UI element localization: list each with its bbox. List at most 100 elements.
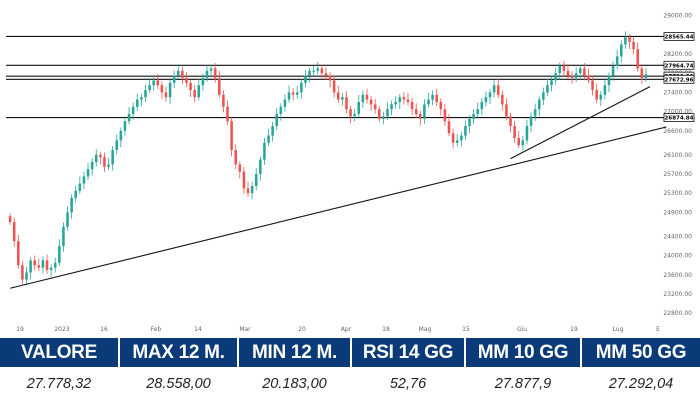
candle-body <box>25 272 28 280</box>
candle-body <box>238 164 242 172</box>
header-rsi-14gg: RSI 14 GG <box>352 338 464 367</box>
candle-body <box>70 198 73 213</box>
candle-body <box>595 90 598 100</box>
time-tick-label: Giu <box>517 326 527 333</box>
value-max-12m: 28.558,00 <box>146 375 211 392</box>
candle-body <box>496 85 500 95</box>
candle-body <box>341 97 344 100</box>
candle-body <box>587 75 590 81</box>
candle-body <box>332 80 336 93</box>
candle-body <box>33 260 36 266</box>
candle-body <box>443 109 447 122</box>
candle-body <box>230 121 233 150</box>
time-tick-label: 16 <box>100 326 108 333</box>
candle-body <box>373 104 377 110</box>
level-label-box <box>663 113 695 123</box>
candle-body <box>160 85 164 93</box>
candle-body <box>250 186 254 194</box>
candle-body <box>123 121 127 131</box>
candle-body <box>320 68 324 74</box>
header-min-12m: MIN 12 M. <box>239 338 350 367</box>
header-mm-10gg: MM 10 GG <box>466 338 580 367</box>
time-tick-label: 2023 <box>54 326 69 333</box>
candle-body <box>271 126 274 136</box>
level-label-box <box>663 32 695 41</box>
candle-body <box>29 260 32 273</box>
candle-body <box>246 188 250 194</box>
candle-body <box>94 154 98 162</box>
candle-body <box>591 80 594 90</box>
candle-body <box>484 97 488 102</box>
candle-body <box>218 78 221 95</box>
candle-body <box>172 75 176 83</box>
candle-body <box>234 150 237 165</box>
candle-body <box>283 99 287 107</box>
time-tick-label: Mag <box>419 326 432 333</box>
candle-body <box>177 70 180 76</box>
candle-body <box>554 73 557 81</box>
candle-body <box>304 75 307 83</box>
candle-body <box>632 42 635 50</box>
candle-body <box>131 106 135 114</box>
candle-body <box>86 169 90 177</box>
candle-body <box>423 104 426 119</box>
candle-body <box>17 241 20 266</box>
candle-body <box>156 80 160 86</box>
candle-body <box>501 94 504 105</box>
stats-table: VALORE MAX 12 M. MIN 12 M. RSI 14 GG MM … <box>0 338 700 400</box>
candle-body <box>119 130 123 141</box>
candle-body <box>628 37 631 42</box>
level-label: 27672.96 <box>665 77 694 83</box>
candle-body <box>414 109 418 114</box>
candle-body <box>447 121 451 134</box>
candle-body <box>603 85 607 95</box>
candle-body <box>99 154 102 158</box>
candle-body <box>640 68 644 78</box>
candle-body <box>324 73 328 76</box>
candle-body <box>53 262 57 268</box>
time-tick-label: Apr <box>341 326 352 333</box>
candle-body <box>21 265 24 280</box>
level-label-box <box>663 74 695 84</box>
price-tick-label: 26600.00 <box>663 128 692 135</box>
candle-body <box>279 106 283 114</box>
price-tick-label: 24900.00 <box>663 209 692 216</box>
trendline <box>510 86 651 160</box>
candle-body <box>49 267 53 270</box>
time-tick-label: 18 <box>382 326 390 333</box>
candle-body <box>66 212 69 227</box>
candle-body <box>369 99 373 105</box>
candle-body <box>476 109 479 114</box>
time-tick-label: 19 <box>16 326 24 333</box>
candle-body <box>353 114 356 117</box>
candle-body <box>152 80 155 86</box>
candle-body <box>12 222 16 242</box>
candle-body <box>74 190 78 198</box>
candle-body <box>8 216 12 222</box>
candle-body <box>168 82 172 98</box>
candle-body <box>254 174 258 186</box>
candle-body <box>213 68 217 78</box>
candle-body <box>382 116 385 119</box>
price-tick-label: 26100.00 <box>663 152 692 159</box>
candle-body <box>562 66 566 71</box>
candle-body <box>546 85 549 93</box>
candle-body <box>464 126 467 136</box>
candle-body <box>357 102 361 114</box>
candle-body <box>398 97 402 102</box>
candle-body <box>624 37 627 45</box>
header-mm-50gg: MM 50 GG <box>582 338 700 367</box>
candle-body <box>58 246 61 263</box>
candle-body <box>312 70 315 72</box>
value-mm-50gg: 27.292,04 <box>608 375 674 392</box>
price-tick-label: 29000.00 <box>663 13 692 20</box>
candle-body <box>435 94 438 102</box>
candle-body <box>607 75 611 86</box>
candle-body <box>611 66 615 76</box>
price-tick-label: 28200.00 <box>663 51 692 58</box>
candle-body <box>402 97 406 100</box>
time-tick-label: 19 <box>570 326 578 333</box>
price-chart: 29000.0028600.0028200.0027800.0027400.00… <box>6 13 695 333</box>
candle-body <box>275 114 278 126</box>
candle-body <box>115 140 119 150</box>
